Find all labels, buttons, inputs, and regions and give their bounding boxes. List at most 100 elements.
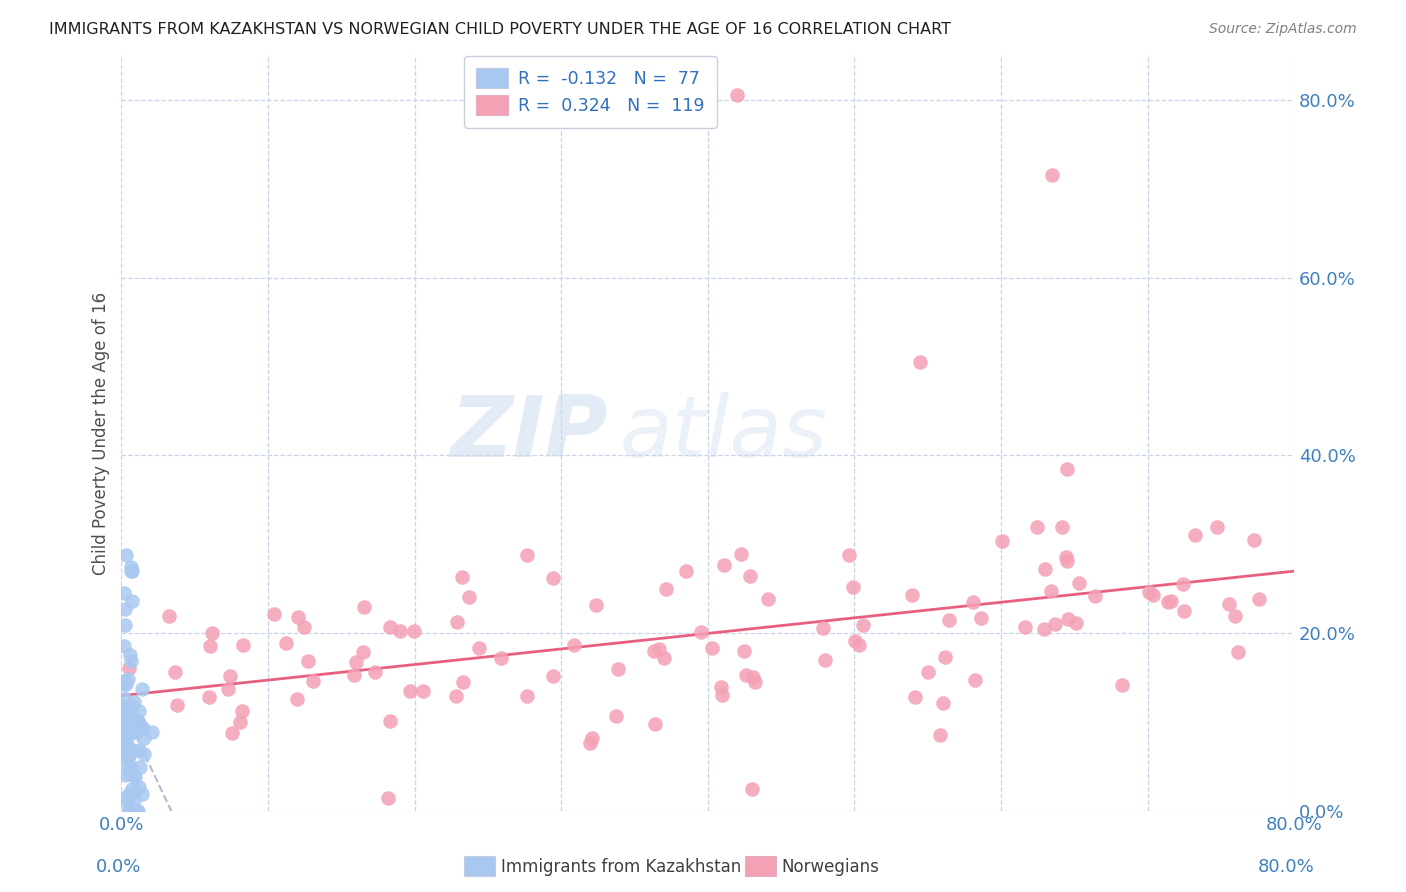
Point bbox=[112, 698, 135, 713]
Point bbox=[114, 677, 136, 691]
Point bbox=[1157, 595, 1180, 609]
Point bbox=[115, 748, 138, 763]
Point bbox=[118, 648, 141, 662]
Point bbox=[112, 717, 135, 731]
Point bbox=[112, 719, 135, 733]
Point bbox=[128, 719, 150, 733]
Point bbox=[128, 704, 150, 718]
Point bbox=[114, 749, 136, 764]
Point bbox=[675, 564, 697, 578]
Point bbox=[112, 586, 135, 600]
Text: atlas: atlas bbox=[620, 392, 828, 475]
Point bbox=[122, 723, 145, 737]
Point bbox=[120, 786, 142, 800]
Point bbox=[201, 626, 224, 640]
Point bbox=[851, 618, 873, 632]
Point bbox=[741, 670, 763, 684]
Point bbox=[120, 565, 142, 579]
Point bbox=[302, 674, 325, 689]
Point bbox=[710, 680, 733, 694]
Point bbox=[117, 737, 139, 751]
Point bbox=[114, 676, 136, 690]
Point bbox=[132, 731, 155, 745]
Point bbox=[468, 641, 491, 656]
Point bbox=[1173, 604, 1195, 618]
Point bbox=[124, 716, 146, 731]
Point bbox=[285, 692, 308, 706]
Point bbox=[1137, 585, 1160, 599]
Point bbox=[1040, 168, 1063, 182]
Point bbox=[489, 651, 512, 665]
Point bbox=[120, 760, 142, 774]
Point bbox=[112, 712, 135, 726]
Point bbox=[932, 696, 955, 710]
Point bbox=[444, 690, 467, 704]
Point bbox=[112, 690, 135, 705]
Point bbox=[380, 714, 402, 728]
Point bbox=[117, 700, 139, 714]
Point bbox=[110, 719, 132, 733]
Point bbox=[1205, 519, 1227, 533]
Point bbox=[121, 803, 143, 817]
Point bbox=[900, 588, 922, 602]
Point bbox=[343, 667, 366, 681]
Point bbox=[127, 805, 149, 819]
Point bbox=[1160, 594, 1182, 608]
Point bbox=[1056, 554, 1078, 568]
Point bbox=[111, 706, 134, 721]
Point bbox=[969, 611, 991, 625]
Point bbox=[1025, 519, 1047, 533]
Point bbox=[844, 634, 866, 648]
Point bbox=[1056, 550, 1078, 565]
Point bbox=[112, 639, 135, 653]
Point bbox=[131, 787, 153, 801]
Point bbox=[1223, 609, 1246, 624]
Point bbox=[655, 582, 678, 596]
Point bbox=[127, 805, 149, 819]
Point bbox=[111, 676, 134, 690]
Point bbox=[516, 548, 538, 562]
Point bbox=[1243, 533, 1265, 547]
Point bbox=[115, 747, 138, 761]
Point bbox=[122, 744, 145, 758]
Point bbox=[910, 355, 932, 369]
Point bbox=[541, 669, 564, 683]
Point bbox=[114, 602, 136, 616]
Point bbox=[562, 638, 585, 652]
Point bbox=[114, 617, 136, 632]
Point bbox=[1111, 678, 1133, 692]
Point bbox=[1064, 616, 1087, 631]
Point bbox=[118, 661, 141, 675]
Point bbox=[643, 644, 665, 658]
Point bbox=[738, 569, 761, 583]
Point bbox=[838, 548, 860, 562]
Point bbox=[962, 595, 984, 609]
Point bbox=[606, 662, 628, 676]
Point bbox=[231, 704, 253, 718]
Point bbox=[917, 665, 939, 679]
Point bbox=[1057, 612, 1080, 626]
Point bbox=[127, 714, 149, 729]
Point bbox=[450, 570, 472, 584]
Point bbox=[353, 600, 375, 615]
Point bbox=[991, 534, 1014, 549]
Point bbox=[934, 649, 956, 664]
Point bbox=[124, 793, 146, 807]
Point bbox=[125, 725, 148, 739]
Point bbox=[1184, 527, 1206, 541]
Legend: R =  -0.132   N =  77, R =  0.324   N =  119: R = -0.132 N = 77, R = 0.324 N = 119 bbox=[464, 56, 717, 128]
Point bbox=[219, 668, 242, 682]
Point bbox=[118, 789, 141, 803]
Point bbox=[730, 547, 752, 561]
Point bbox=[120, 560, 142, 574]
Point bbox=[700, 640, 723, 655]
Point bbox=[1033, 622, 1056, 636]
Point bbox=[115, 728, 138, 742]
Point bbox=[221, 725, 243, 739]
Point bbox=[648, 642, 671, 657]
Point bbox=[129, 760, 152, 774]
Point bbox=[1249, 591, 1271, 606]
Point bbox=[118, 805, 141, 819]
Point bbox=[446, 615, 468, 629]
Text: 0.0%: 0.0% bbox=[96, 858, 141, 876]
